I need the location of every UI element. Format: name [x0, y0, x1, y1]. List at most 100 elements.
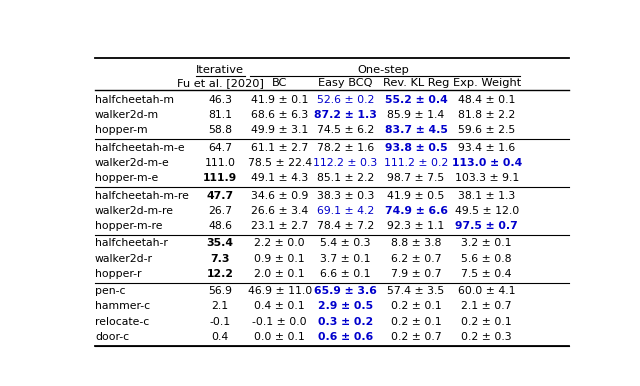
Text: 60.0 ± 4.1: 60.0 ± 4.1	[458, 286, 515, 296]
Text: Rev. KL Reg: Rev. KL Reg	[383, 78, 449, 88]
Text: 98.7 ± 7.5: 98.7 ± 7.5	[387, 173, 445, 183]
Text: 0.2 ± 0.1: 0.2 ± 0.1	[461, 317, 512, 327]
Text: walker2d-m-re: walker2d-m-re	[95, 206, 174, 216]
Text: 103.3 ± 9.1: 103.3 ± 9.1	[454, 173, 519, 183]
Text: -0.1 ± 0.0: -0.1 ± 0.0	[252, 317, 307, 327]
Text: 41.9 ± 0.1: 41.9 ± 0.1	[251, 95, 308, 105]
Text: 85.9 ± 1.4: 85.9 ± 1.4	[387, 110, 445, 120]
Text: 2.0 ± 0.1: 2.0 ± 0.1	[254, 269, 305, 279]
Text: 111.0: 111.0	[205, 158, 236, 168]
Text: 93.8 ± 0.5: 93.8 ± 0.5	[385, 143, 447, 153]
Text: 112.2 ± 0.3: 112.2 ± 0.3	[313, 158, 378, 168]
Text: walker2d-m: walker2d-m	[95, 110, 159, 120]
Text: 69.1 ± 4.2: 69.1 ± 4.2	[317, 206, 374, 216]
Text: 7.9 ± 0.7: 7.9 ± 0.7	[391, 269, 442, 279]
Text: 0.4: 0.4	[211, 332, 228, 342]
Text: hopper-m-e: hopper-m-e	[95, 173, 158, 183]
Text: One-step: One-step	[357, 65, 409, 75]
Text: 49.1 ± 4.3: 49.1 ± 4.3	[251, 173, 308, 183]
Text: halfcheetah-r: halfcheetah-r	[95, 239, 168, 249]
Text: 23.1 ± 2.7: 23.1 ± 2.7	[251, 221, 308, 231]
Text: pen-c: pen-c	[95, 286, 125, 296]
Text: 46.3: 46.3	[208, 95, 232, 105]
Text: 6.2 ± 0.7: 6.2 ± 0.7	[391, 254, 442, 264]
Text: 57.4 ± 3.5: 57.4 ± 3.5	[387, 286, 445, 296]
Text: 26.7: 26.7	[208, 206, 232, 216]
Text: 61.1 ± 2.7: 61.1 ± 2.7	[251, 143, 308, 153]
Text: halfcheetah-m: halfcheetah-m	[95, 95, 174, 105]
Text: 3.2 ± 0.1: 3.2 ± 0.1	[461, 239, 512, 249]
Text: 3.7 ± 0.1: 3.7 ± 0.1	[320, 254, 371, 264]
Text: 81.1: 81.1	[208, 110, 232, 120]
Text: 38.1 ± 1.3: 38.1 ± 1.3	[458, 191, 515, 201]
Text: 5.6 ± 0.8: 5.6 ± 0.8	[461, 254, 512, 264]
Text: 8.8 ± 3.8: 8.8 ± 3.8	[391, 239, 441, 249]
Text: 26.6 ± 3.4: 26.6 ± 3.4	[251, 206, 308, 216]
Text: 47.7: 47.7	[207, 191, 234, 201]
Text: 49.9 ± 3.1: 49.9 ± 3.1	[251, 125, 308, 135]
Text: 52.6 ± 0.2: 52.6 ± 0.2	[317, 95, 374, 105]
Text: 97.5 ± 0.7: 97.5 ± 0.7	[455, 221, 518, 231]
Text: Easy BCQ: Easy BCQ	[318, 78, 372, 88]
Text: 49.5 ± 12.0: 49.5 ± 12.0	[454, 206, 519, 216]
Text: 65.9 ± 3.6: 65.9 ± 3.6	[314, 286, 377, 296]
Text: 85.1 ± 2.2: 85.1 ± 2.2	[317, 173, 374, 183]
Text: 2.2 ± 0.0: 2.2 ± 0.0	[254, 239, 305, 249]
Text: 0.6 ± 0.6: 0.6 ± 0.6	[317, 332, 373, 342]
Text: 34.6 ± 0.9: 34.6 ± 0.9	[251, 191, 308, 201]
Text: BC: BC	[272, 78, 287, 88]
Text: 0.2 ± 0.1: 0.2 ± 0.1	[391, 301, 442, 312]
Text: 38.3 ± 0.3: 38.3 ± 0.3	[317, 191, 374, 201]
Text: 41.9 ± 0.5: 41.9 ± 0.5	[387, 191, 445, 201]
Text: 78.5 ± 22.4: 78.5 ± 22.4	[248, 158, 312, 168]
Text: Fu et al. [2020]: Fu et al. [2020]	[177, 78, 264, 88]
Text: 12.2: 12.2	[207, 269, 234, 279]
Text: relocate-c: relocate-c	[95, 317, 149, 327]
Text: hopper-m: hopper-m	[95, 125, 147, 135]
Text: 111.9: 111.9	[203, 173, 237, 183]
Text: 35.4: 35.4	[207, 239, 234, 249]
Text: 5.4 ± 0.3: 5.4 ± 0.3	[320, 239, 371, 249]
Text: Exp. Weight: Exp. Weight	[452, 78, 521, 88]
Text: 6.6 ± 0.1: 6.6 ± 0.1	[320, 269, 371, 279]
Text: 113.0 ± 0.4: 113.0 ± 0.4	[452, 158, 522, 168]
Text: 92.3 ± 1.1: 92.3 ± 1.1	[387, 221, 445, 231]
Text: 46.9 ± 11.0: 46.9 ± 11.0	[248, 286, 312, 296]
Text: 64.7: 64.7	[208, 143, 232, 153]
Text: 7.5 ± 0.4: 7.5 ± 0.4	[461, 269, 512, 279]
Text: 59.6 ± 2.5: 59.6 ± 2.5	[458, 125, 515, 135]
Text: 2.1: 2.1	[212, 301, 228, 312]
Text: hopper-m-re: hopper-m-re	[95, 221, 163, 231]
Text: door-c: door-c	[95, 332, 129, 342]
Text: 68.6 ± 6.3: 68.6 ± 6.3	[251, 110, 308, 120]
Text: 111.2 ± 0.2: 111.2 ± 0.2	[384, 158, 448, 168]
Text: 0.9 ± 0.1: 0.9 ± 0.1	[254, 254, 305, 264]
Text: 74.9 ± 6.6: 74.9 ± 6.6	[385, 206, 447, 216]
Text: 58.8: 58.8	[208, 125, 232, 135]
Text: 48.6: 48.6	[208, 221, 232, 231]
Text: 56.9: 56.9	[208, 286, 232, 296]
Text: walker2d-m-e: walker2d-m-e	[95, 158, 170, 168]
Text: 2.1 ± 0.7: 2.1 ± 0.7	[461, 301, 512, 312]
Text: 0.2 ± 0.3: 0.2 ± 0.3	[461, 332, 512, 342]
Text: 55.2 ± 0.4: 55.2 ± 0.4	[385, 95, 447, 105]
Text: 93.4 ± 1.6: 93.4 ± 1.6	[458, 143, 515, 153]
Text: 78.4 ± 7.2: 78.4 ± 7.2	[317, 221, 374, 231]
Text: 74.5 ± 6.2: 74.5 ± 6.2	[317, 125, 374, 135]
Text: 0.0 ± 0.1: 0.0 ± 0.1	[254, 332, 305, 342]
Text: 2.9 ± 0.5: 2.9 ± 0.5	[318, 301, 373, 312]
Text: walker2d-r: walker2d-r	[95, 254, 153, 264]
Text: 7.3: 7.3	[211, 254, 230, 264]
Text: halfcheetah-m-re: halfcheetah-m-re	[95, 191, 189, 201]
Text: halfcheetah-m-e: halfcheetah-m-e	[95, 143, 184, 153]
Text: 0.4 ± 0.1: 0.4 ± 0.1	[254, 301, 305, 312]
Text: 0.3 ± 0.2: 0.3 ± 0.2	[317, 317, 373, 327]
Text: Iterative: Iterative	[196, 65, 244, 75]
Text: 0.2 ± 0.7: 0.2 ± 0.7	[391, 332, 442, 342]
Text: 48.4 ± 0.1: 48.4 ± 0.1	[458, 95, 515, 105]
Text: 83.7 ± 4.5: 83.7 ± 4.5	[385, 125, 447, 135]
Text: 78.2 ± 1.6: 78.2 ± 1.6	[317, 143, 374, 153]
Text: hammer-c: hammer-c	[95, 301, 150, 312]
Text: 81.8 ± 2.2: 81.8 ± 2.2	[458, 110, 515, 120]
Text: 87.2 ± 1.3: 87.2 ± 1.3	[314, 110, 377, 120]
